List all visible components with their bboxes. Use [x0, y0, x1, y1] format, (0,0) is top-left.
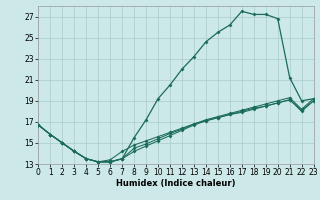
- X-axis label: Humidex (Indice chaleur): Humidex (Indice chaleur): [116, 179, 236, 188]
